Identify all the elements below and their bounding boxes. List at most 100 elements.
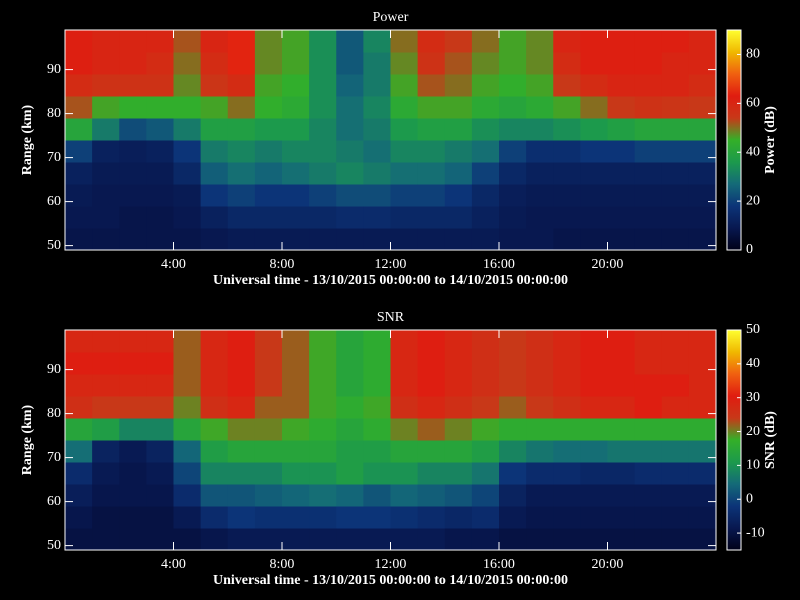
heatmap-cell — [309, 74, 337, 97]
heatmap-cell — [471, 506, 500, 529]
heatmap-cell — [92, 484, 120, 507]
heatmap-cell — [471, 462, 500, 485]
heatmap-cell — [309, 228, 337, 251]
heatmap-cell — [444, 74, 473, 97]
heatmap-cell — [173, 206, 202, 229]
heatmap-cell — [607, 184, 636, 207]
heatmap-cell — [688, 118, 717, 141]
heatmap-cell — [688, 396, 717, 419]
heatmap-cell — [200, 206, 229, 229]
heatmap-cell — [553, 30, 581, 53]
heatmap-cell — [471, 396, 500, 419]
heatmap-cell — [146, 462, 174, 485]
heatmap-cell — [119, 74, 147, 97]
heatmap-cell — [92, 184, 120, 207]
heatmap-cell — [499, 96, 527, 119]
heatmap-cell — [227, 162, 256, 185]
heatmap-cell — [146, 440, 174, 463]
heatmap-cell — [119, 462, 147, 485]
heatmap-cell — [336, 140, 364, 163]
heatmap-cell — [119, 330, 147, 353]
heatmap-cell — [119, 506, 147, 529]
heatmap-cell — [65, 418, 93, 441]
heatmap-cell — [390, 184, 419, 207]
chart-title: Power — [373, 10, 409, 25]
heatmap-cell — [227, 140, 256, 163]
heatmap-cell — [417, 352, 446, 375]
heatmap-cell — [119, 140, 147, 163]
heatmap-cell — [119, 96, 147, 119]
colorbar-tick-label: 30 — [746, 390, 760, 405]
heatmap-cell — [607, 96, 636, 119]
heatmap-cell — [200, 440, 229, 463]
heatmap-cell — [607, 528, 636, 551]
heatmap-cell — [580, 30, 608, 53]
heatmap-cell — [417, 396, 446, 419]
heatmap-cell — [444, 52, 473, 75]
heatmap-cell — [227, 52, 256, 75]
heatmap-cell — [282, 462, 310, 485]
heatmap-cell — [417, 184, 446, 207]
heatmap-cell — [227, 74, 256, 97]
heatmap-cell — [688, 462, 717, 485]
heatmap-cell — [282, 74, 310, 97]
heatmap-cell — [607, 396, 636, 419]
y-tick-label: 90 — [47, 62, 61, 77]
y-tick-label: 60 — [47, 194, 61, 209]
heatmap-cell — [471, 30, 500, 53]
colorbar-label: Power (dB) — [763, 106, 778, 174]
panel: -10 0 10 20 30 40 50 SNR (dB) 50 60 70 80 90 4:00 8:00… — [20, 310, 778, 588]
heatmap-cell — [309, 374, 337, 397]
y-tick-label: 90 — [47, 362, 61, 377]
heatmap-cell — [634, 228, 663, 251]
heatmap-cell — [607, 30, 636, 53]
heatmap-cell — [390, 484, 419, 507]
heatmap-cell — [444, 506, 473, 529]
heatmap-cell — [119, 118, 147, 141]
heatmap-cell — [499, 506, 527, 529]
heatmap-cell — [444, 484, 473, 507]
heatmap-cell — [471, 96, 500, 119]
heatmap-cell — [580, 352, 608, 375]
heatmap-cell — [499, 140, 527, 163]
heatmap-cell — [227, 30, 256, 53]
heatmap-cell — [309, 206, 337, 229]
heatmap-cell — [254, 528, 283, 551]
heatmap-cell — [634, 52, 663, 75]
heatmap-cell — [173, 184, 202, 207]
heatmap-cell — [471, 330, 500, 353]
heatmap-cell — [336, 440, 364, 463]
heatmap-cell — [607, 162, 636, 185]
heatmap-cell — [471, 484, 500, 507]
heatmap-cell — [444, 396, 473, 419]
heatmap-cell — [173, 118, 202, 141]
heatmap-cell — [146, 74, 174, 97]
heatmap-cell — [65, 118, 93, 141]
heatmap-cell — [254, 96, 283, 119]
heatmap-cell — [580, 228, 608, 251]
heatmap-cell — [200, 30, 229, 53]
heatmap-cell — [444, 528, 473, 551]
heatmap-cell — [146, 52, 174, 75]
heatmap-cell — [688, 206, 717, 229]
heatmap-cell — [92, 52, 120, 75]
colorbar — [726, 29, 742, 251]
heatmap-cell — [200, 96, 229, 119]
heatmap-cell — [119, 418, 147, 441]
heatmap-cell — [607, 74, 636, 97]
heatmap-cell — [580, 74, 608, 97]
colorbar-tick-label: 40 — [746, 356, 760, 371]
heatmap-cell — [499, 74, 527, 97]
heatmap-cell — [146, 396, 174, 419]
heatmap-cell — [634, 374, 663, 397]
x-tick-label: 4:00 — [161, 557, 186, 572]
heatmap-cell — [526, 96, 554, 119]
heatmap-cell — [526, 162, 554, 185]
heatmap-cell — [254, 484, 283, 507]
heatmap-cell — [336, 184, 364, 207]
x-axis-label: Universal time - 13/10/2015 00:00:00 to … — [213, 273, 568, 288]
heatmap-cell — [634, 206, 663, 229]
heatmap-cell — [526, 396, 554, 419]
heatmap-cell — [363, 184, 391, 207]
